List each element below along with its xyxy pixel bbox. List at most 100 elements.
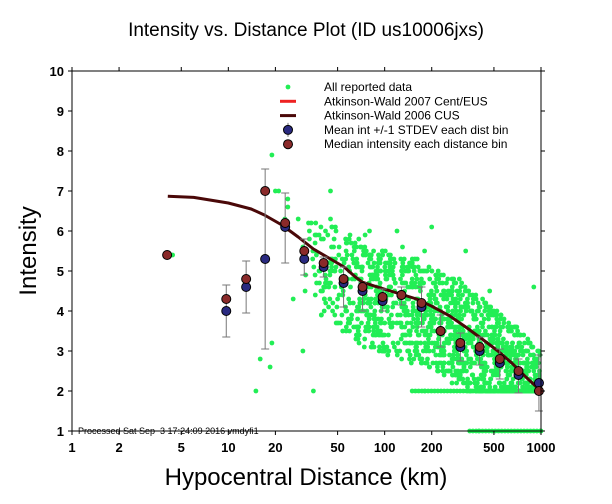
reported-data-point [452, 328, 458, 334]
reported-data-point [517, 332, 523, 338]
reported-data-point [386, 292, 392, 298]
reported-data-point [359, 264, 365, 270]
reported-data-point [371, 260, 377, 266]
reported-data-point [466, 288, 472, 294]
reported-data-point [338, 268, 343, 274]
reported-data-point [410, 304, 416, 310]
reported-data-point [475, 300, 481, 306]
reported-data-point [334, 304, 340, 310]
x-tick-label: 20 [268, 440, 282, 455]
reported-data-point [341, 260, 347, 266]
median-marker [513, 366, 524, 376]
reported-data-point [514, 324, 520, 330]
reported-data-point [313, 220, 319, 226]
reported-data-point [463, 308, 469, 314]
reported-data-point [444, 336, 450, 342]
reported-data-point [343, 240, 349, 246]
reported-data-point [525, 368, 530, 374]
reported-data-point [433, 316, 438, 322]
median-marker [396, 290, 407, 300]
reported-data-point [394, 228, 400, 234]
reported-data-point [345, 320, 351, 326]
reported-data-point [335, 296, 340, 302]
reported-data-point [481, 368, 487, 374]
reported-data-point [327, 296, 333, 302]
x-tick-label: 5 [178, 440, 185, 455]
reported-data-point [312, 240, 318, 246]
reported-data-point [384, 276, 390, 282]
reported-data-point [530, 352, 536, 358]
reported-data-point [354, 308, 359, 314]
reported-data-point [460, 368, 465, 374]
reported-data-point [353, 264, 359, 270]
reported-data-point [457, 324, 463, 330]
reported-data-point [375, 260, 381, 266]
reported-data-point [520, 384, 525, 390]
reported-data-point [307, 236, 312, 242]
reported-data-point [372, 308, 378, 314]
reported-data-point [354, 260, 360, 266]
reported-data-point [484, 364, 490, 370]
reported-data-point [386, 348, 392, 354]
reported-data-point [480, 324, 485, 330]
reported-data-point [330, 300, 336, 306]
reported-data-point [434, 272, 440, 278]
reported-data-point [332, 312, 338, 318]
reported-data-point [431, 292, 437, 298]
reported-data-point [501, 336, 506, 342]
reported-data-point [371, 248, 376, 254]
reported-data-point [498, 384, 504, 390]
reported-data-point [447, 320, 452, 326]
reported-data-point [457, 372, 463, 378]
reported-data-point [336, 244, 342, 250]
reported-data-point [386, 252, 391, 258]
reported-data-point [306, 220, 311, 226]
reported-data-point [372, 312, 377, 318]
reported-data-point [422, 248, 427, 254]
reported-data-point [378, 320, 384, 326]
reported-data-point [385, 304, 390, 310]
reported-data-point [456, 292, 461, 298]
reported-data-point [440, 280, 445, 286]
reported-data-point [491, 368, 497, 374]
reported-data-point [482, 360, 488, 366]
reported-data-point [464, 352, 469, 358]
reported-data-point [459, 280, 465, 286]
reported-data-point [373, 288, 379, 294]
reported-data-point [453, 308, 459, 314]
reported-data-point [449, 292, 454, 298]
reported-data-point [429, 288, 434, 294]
reported-data-point [467, 364, 473, 370]
reported-data-point [407, 332, 413, 338]
reported-data-point [504, 384, 509, 390]
reported-data-point [455, 332, 461, 338]
median-marker [280, 218, 291, 228]
reported-data-point [447, 352, 452, 358]
median-marker [494, 354, 505, 364]
reported-data-point [354, 244, 359, 250]
reported-data-point [495, 320, 501, 326]
reported-data-point [483, 300, 489, 306]
reported-data-point [431, 328, 437, 334]
reported-data-point [411, 268, 417, 274]
reported-data-point [457, 308, 463, 314]
reported-data-point [368, 304, 374, 310]
reported-data-point [400, 272, 405, 278]
reported-data-point [498, 324, 503, 330]
reported-data-point [340, 328, 346, 334]
reported-data-point [351, 248, 357, 254]
reported-data-point [398, 276, 403, 282]
reported-data-point [470, 300, 476, 306]
reported-data-point [332, 284, 338, 290]
reported-data-point [406, 328, 412, 334]
reported-data-point [405, 284, 411, 290]
reported-data-point [435, 368, 440, 374]
reported-data-point [429, 268, 435, 274]
reported-data-point [504, 376, 510, 382]
reported-data-point [421, 280, 426, 286]
reported-data-point [414, 276, 420, 282]
reported-data-point [403, 280, 409, 286]
reported-data-point [402, 332, 407, 338]
reported-data-point [355, 324, 360, 330]
reported-data-point [368, 276, 374, 282]
